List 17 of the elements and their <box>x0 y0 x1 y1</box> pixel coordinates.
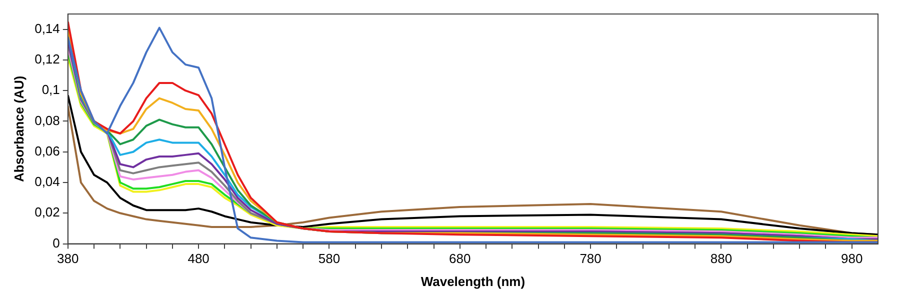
x-tick-label: 580 <box>318 251 340 266</box>
x-axis-title: Wavelength (nm) <box>420 274 526 289</box>
y-tick-label: 0,02 <box>34 204 60 220</box>
x-tick-label: 680 <box>449 251 471 266</box>
x-tick-label: 480 <box>188 251 210 266</box>
x-tick-label: 980 <box>841 251 863 266</box>
y-tick-label: 0,14 <box>34 20 60 36</box>
y-axis-title: Absorbance (AU) <box>11 76 26 182</box>
y-tick-label: 0,08 <box>34 112 60 128</box>
y-tick-label: 0,04 <box>34 174 60 190</box>
x-tick-label: 780 <box>580 251 602 266</box>
y-tick-label: 0,12 <box>34 52 60 67</box>
y-tick-label: 0 <box>52 235 60 250</box>
y-tick-label: 0,06 <box>34 143 60 158</box>
y-tick-label: 0,1 <box>42 82 60 98</box>
x-tick-label: 380 <box>57 251 79 266</box>
x-tick-label: 880 <box>710 251 732 266</box>
